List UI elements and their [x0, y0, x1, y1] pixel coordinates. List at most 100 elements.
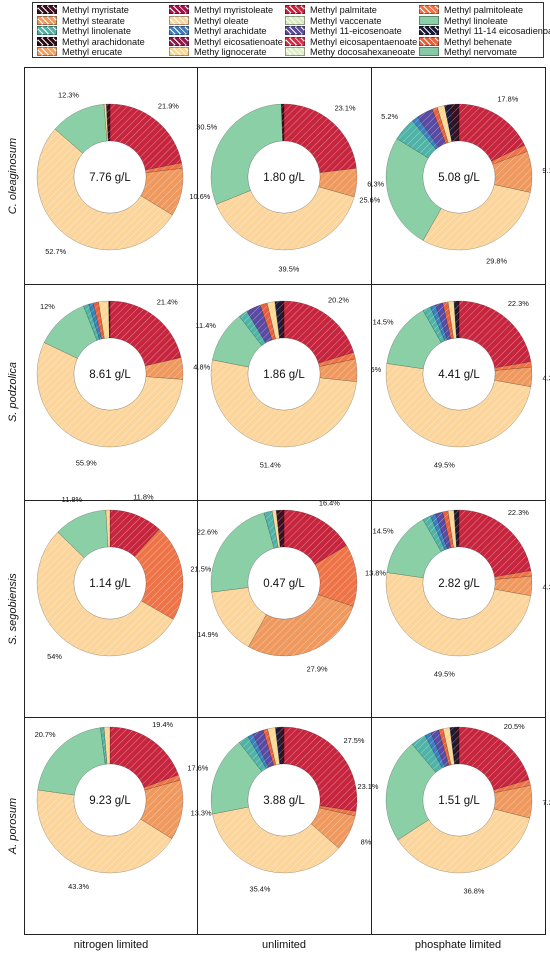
slice-percent-label: 10.6% [189, 192, 210, 201]
donut-hole [73, 337, 147, 411]
donut-center-label: 1.80 g/L [263, 172, 305, 184]
grid-divider-v1 [197, 67, 198, 935]
legend-swatch [419, 5, 439, 14]
slice-percent-label: 21.5% [190, 564, 211, 573]
legend-label: Methyl palmitate [310, 5, 377, 15]
slice-percent-label: 6.3% [367, 180, 384, 189]
slice-percent-label: 21.4% [157, 298, 178, 307]
slice-percent-label: 16.4% [319, 498, 340, 507]
slice-percent-label: 54% [47, 652, 62, 661]
slice-percent-label: 22.3% [508, 299, 529, 308]
legend-label: Methyl arachidonate [62, 36, 145, 47]
slice-percent-label: 14.9% [197, 630, 218, 639]
slice-percent-label: 21.9% [158, 101, 179, 110]
slice-percent-label: 13.3% [191, 808, 212, 817]
legend-swatch [37, 36, 57, 46]
slice-percent-label: 9.1% [542, 166, 550, 175]
slice-percent-label: 30.5% [196, 122, 217, 131]
donut-center-label: 2.82 g/L [438, 578, 480, 590]
slice-percent-label: 14.5% [373, 527, 394, 536]
slice-percent-label: 22.3% [508, 508, 529, 517]
donut-hole [422, 546, 496, 620]
grid-divider-h2 [24, 500, 546, 501]
donut-center-label: 9.23 g/L [89, 795, 131, 807]
slice-percent-label: 36.8% [463, 886, 484, 895]
donut-panel: 20.2% 5% 51.4% 11.4% 1.86 g/L [195, 295, 381, 469]
slice-percent-label: 49.5% [434, 460, 455, 469]
legend-swatch [37, 15, 57, 25]
slice-percent-label: 20.7% [35, 730, 56, 739]
donut-center-label: 8.61 g/L [89, 369, 131, 381]
legend-label: Methyl stearate [62, 15, 125, 26]
legend-label: Methyl vaccenate [310, 15, 382, 26]
donut-hole [247, 763, 321, 837]
slice-percent-label: 39.5% [278, 264, 299, 273]
slice-percent-label: 51.4% [260, 460, 281, 469]
donut-panel: 22.3% 4.3% 49.5% 14.5% 2.82 g/L [373, 508, 550, 678]
col-label-unlimited: unlimited [261, 939, 307, 951]
slice-percent-label: 52.7% [45, 247, 66, 256]
slice-percent-label: 14.5% [373, 318, 394, 327]
donut-center-label: 7.76 g/L [89, 172, 131, 184]
slice-percent-label: 22.6% [197, 528, 218, 537]
legend-label: Methyl myristoleate [194, 5, 274, 15]
slice-percent-label: 4.3% [542, 582, 550, 591]
donut-hole [247, 337, 321, 411]
legend-label: Methy lignocerate [194, 47, 267, 58]
slice-percent-label: 17.6% [187, 763, 208, 772]
slice-percent-label: 35.4% [250, 884, 271, 893]
donut-hole [422, 763, 496, 837]
donut-hole [247, 546, 321, 620]
col-label-phosphate-limited: phosphate limited [414, 939, 502, 951]
donut-hole [73, 140, 147, 214]
slice-percent-label: 12% [40, 302, 55, 311]
col-label-nitrogen-limited: nitrogen limited [73, 939, 149, 951]
panel-grid [24, 67, 546, 935]
slice-percent-label: 29.8% [486, 256, 507, 265]
donut-center-label: 1.51 g/L [438, 795, 480, 807]
legend-label: Methyl erucate [62, 47, 123, 58]
slice-percent-label: 27.5% [343, 736, 364, 745]
legend-label: Methyl myristate [62, 5, 129, 15]
legend-swatch [169, 47, 189, 57]
slice-percent-label: 43.3% [68, 882, 89, 891]
slice-percent-label: 8% [361, 837, 372, 846]
donut-center-label: 0.47 g/L [263, 578, 305, 590]
slice-percent-label: 13.8% [365, 569, 386, 578]
grid-divider-h1 [24, 284, 546, 285]
donut-panel: 27.5% 8% 35.4% 17.6% 3.88 g/L [187, 726, 372, 893]
donut-panel: 16.4% 13.8% 27.9% 14.9% 22.6% 0.47 g/L [197, 498, 387, 673]
legend: Methyl myristate Methyl stearate Methyl li… [32, 2, 550, 58]
slice-percent-label: 25.6% [359, 195, 380, 204]
slice-percent-label: 20.2% [328, 295, 349, 304]
legend-swatch [419, 36, 439, 46]
slice-percent-label: 4.3% [542, 373, 550, 382]
legend-swatch [37, 26, 57, 36]
donut-panel: 11.8% 21.5% 54% 11.8% 1.14 g/L [36, 493, 212, 661]
slice-percent-label: 4.8% [193, 363, 210, 372]
donut-hole [73, 546, 147, 620]
donut-slice-palmitate [458, 726, 530, 791]
legend-swatch [285, 36, 305, 46]
slice-percent-label: 5.2% [381, 112, 398, 121]
slice-percent-label: 27.9% [307, 664, 328, 673]
donut-center-label: 3.88 g/L [263, 795, 305, 807]
grid-divider-h3 [24, 717, 546, 718]
legend-label: Methyl nervomate [444, 47, 518, 58]
legend-label: Methyl arachidate [194, 26, 267, 37]
legend-swatch [37, 5, 57, 14]
legend-label: Methyl 11-eicosenoate [310, 26, 402, 37]
slice-percent-label: 12.3% [58, 90, 79, 99]
donut-hole [422, 140, 496, 214]
legend-swatch [419, 47, 439, 57]
donut-panel: 22.3% 4.3% 49.5% 14.5% 4.41 g/L [373, 299, 550, 469]
slice-percent-label: 17.8% [497, 95, 518, 104]
legend-label: Methyl 11-14 eicosadienoate [444, 26, 550, 37]
legend-swatch [37, 47, 57, 57]
legend-swatch [169, 36, 189, 46]
legend-label: Methyl behenate [444, 36, 512, 47]
donut-center-label: 1.86 g/L [263, 369, 305, 381]
legend-swatch [169, 5, 189, 14]
slice-percent-label: 20.5% [504, 722, 525, 731]
